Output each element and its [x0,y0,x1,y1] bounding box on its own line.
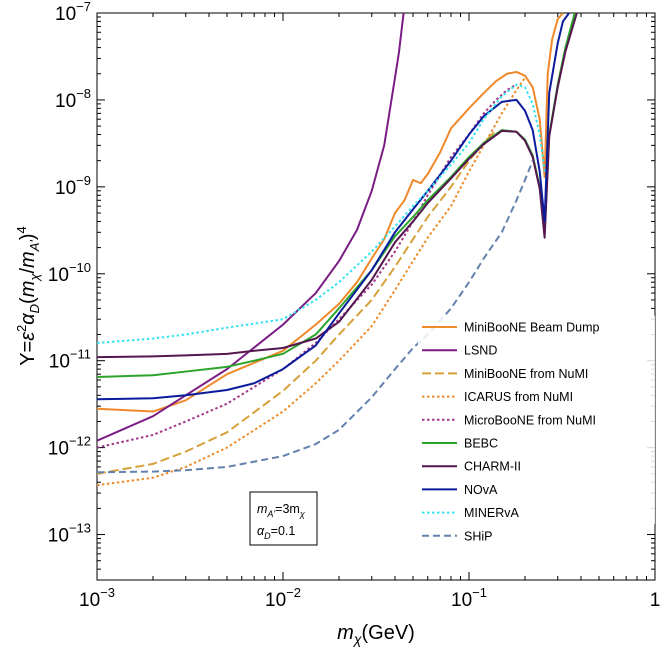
y-tick-label: 10−12 [48,434,91,460]
legend-label: NOvA [464,483,498,497]
series-line-8 [97,13,570,401]
series-line-5 [97,83,517,449]
y-axis-title: Y=ε2αD(mχ/mA')4 [14,226,42,366]
series-line-4 [97,77,526,487]
legend-label: MINERvA [464,506,520,520]
legend-label: MiniBooNE Beam Dump [464,321,600,335]
svg-text:mA'=3mχ: mA'=3mχ [257,502,306,519]
legend: MiniBooNE Beam Dump LSND MiniBooNE from Nu… [418,316,655,543]
legend-label: ICARUS from NuMI [464,390,573,404]
legend-label: BEBC [464,437,498,451]
y-tick-label: 10−11 [49,347,91,373]
series-line-1 [97,13,564,413]
series-layer [97,13,578,487]
svg-text:αD=0.1: αD=0.1 [257,524,295,541]
x-tick-labels: 10−3 10−2 10−1 1 [79,585,660,611]
legend-label: SHiP [464,529,492,543]
legend-label: CHARM-II [464,460,521,474]
series-line-9 [97,83,546,344]
legend-label: MiniBooNE from NuMI [464,367,588,381]
series-line-7 [97,13,578,359]
x-tick-label: 10−1 [451,585,487,611]
legend-label: LSND [464,344,497,358]
x-tick-label: 1 [650,590,661,611]
series-line-10 [97,160,534,474]
y-tick-label: 10−10 [48,260,91,286]
y-tick-labels: 10−13 10−12 10−11 10−10 10−9 10−8 10−7 [48,0,91,547]
parameter-annotation: mA'=3mχ αD=0.1 [249,491,318,546]
x-axis-title: mχ(GeV) [337,622,415,647]
x-tick-label: 10−3 [79,585,115,611]
y-tick-label: 10−8 [55,86,91,112]
axis-ticks [96,12,656,581]
y-tick-label: 10−7 [55,0,91,25]
x-tick-label: 10−2 [265,585,301,611]
legend-label: MicroBooNE from NuMI [464,413,596,427]
series-line-3 [97,129,497,475]
y-tick-label: 10−9 [55,173,91,199]
y-tick-label: 10−13 [48,521,91,547]
